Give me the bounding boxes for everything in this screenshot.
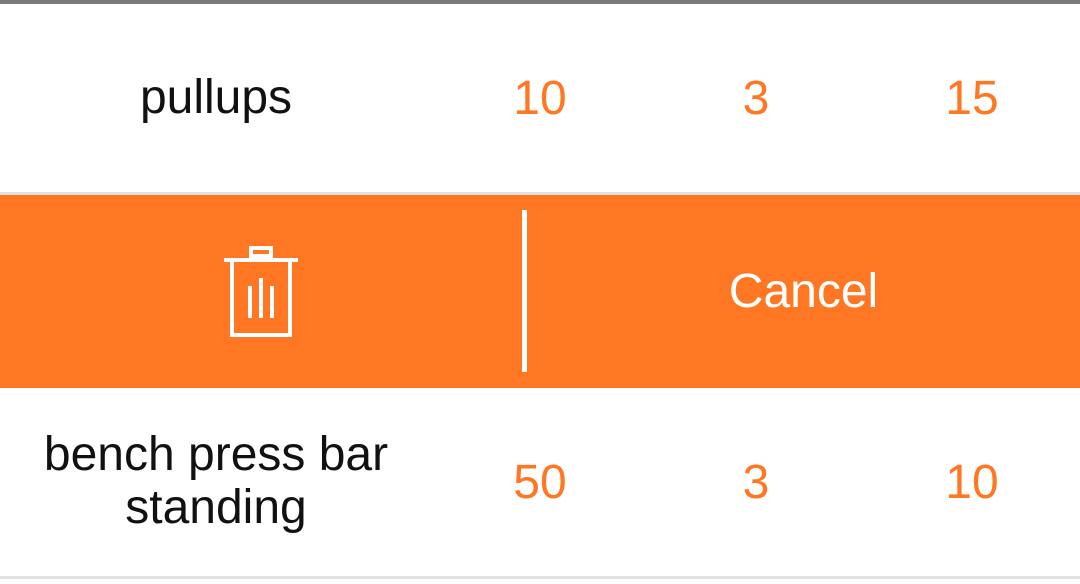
row-divider — [0, 576, 1080, 579]
swipe-action-bar: Cancel — [0, 195, 1080, 388]
exercise-name-line: standing — [125, 481, 307, 534]
trash-icon — [222, 245, 300, 338]
row-divider — [0, 192, 1080, 195]
weight-value: 50 — [513, 455, 567, 509]
reps-value: 15 — [945, 71, 999, 125]
sets-value: 3 — [742, 71, 770, 125]
action-separator — [522, 210, 527, 372]
cancel-button[interactable]: Cancel — [728, 265, 879, 318]
exercise-name: bench press bar standing — [0, 388, 432, 576]
sets-value: 3 — [742, 455, 770, 509]
exercise-row[interactable]: pullups 10 3 15 — [0, 4, 1080, 192]
top-divider — [0, 0, 1080, 4]
reps-value: 10 — [945, 455, 999, 509]
weight-value: 10 — [513, 71, 567, 125]
exercise-name: pullups — [139, 70, 293, 124]
exercise-name-line: bench press bar — [43, 428, 389, 482]
delete-button[interactable] — [0, 195, 522, 388]
exercise-row[interactable]: bench press bar standing 50 3 10 — [0, 388, 1080, 576]
